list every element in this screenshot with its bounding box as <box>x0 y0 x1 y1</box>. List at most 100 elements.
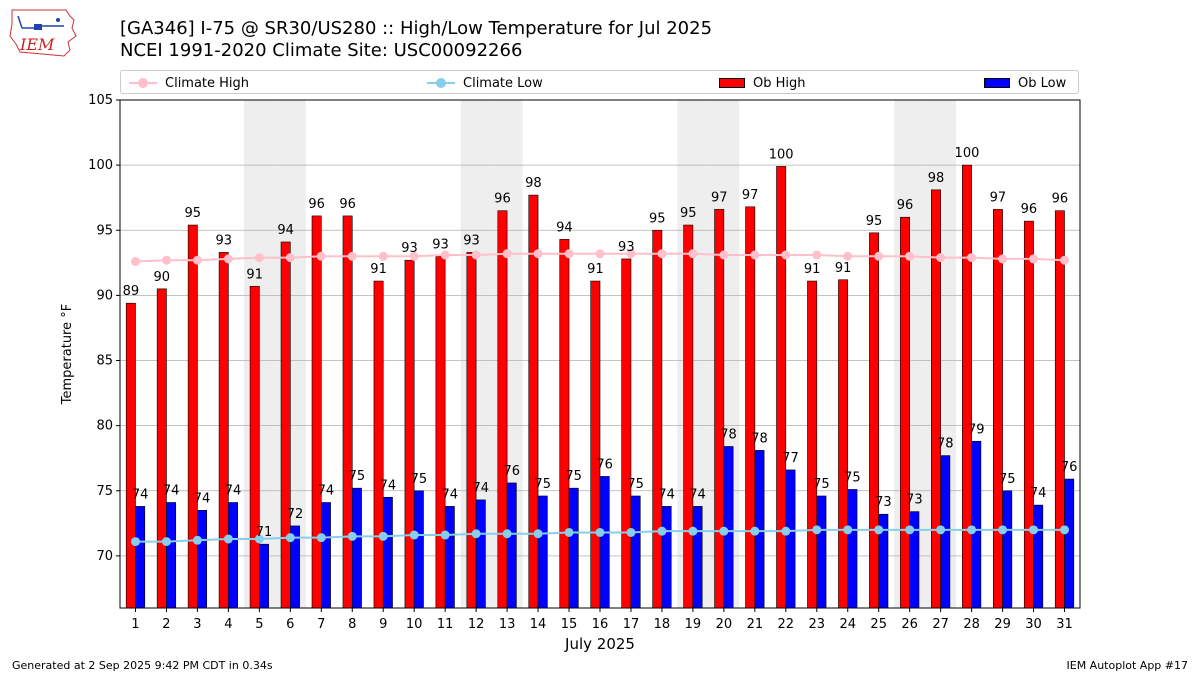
ob-high-bar <box>1054 210 1065 609</box>
ob-high-swatch <box>719 78 745 88</box>
title-line-1: [GA346] I-75 @ SR30/US280 :: High/Low Te… <box>120 18 713 39</box>
ob-high-bar <box>962 164 972 609</box>
ob-low-bar <box>1064 478 1075 609</box>
climate-high-point <box>502 249 512 259</box>
climate-low-point <box>502 529 512 539</box>
ob-low-bar <box>661 506 672 609</box>
climate-high-point <box>1029 254 1039 264</box>
climate-high-point <box>316 251 326 261</box>
climate-low-point <box>626 527 636 537</box>
x-tick-label: 17 <box>623 617 640 632</box>
ob-high-label: 96 <box>308 197 325 212</box>
x-tick-label: 16 <box>592 617 609 632</box>
ob-high-bar <box>497 210 508 609</box>
climate-low-point <box>316 533 326 543</box>
climate-low-point <box>223 534 233 544</box>
climate-high-point <box>285 253 295 263</box>
climate-high-point <box>409 251 419 261</box>
x-tick-label: 26 <box>901 617 918 632</box>
x-tick-label: 29 <box>994 617 1011 632</box>
ob-low-bar <box>351 487 362 609</box>
ob-high-bar <box>559 239 570 609</box>
ob-low-bar <box>1002 490 1013 609</box>
climate-high-point <box>688 249 698 259</box>
ob-high-label: 95 <box>680 206 697 221</box>
ob-high-bar <box>900 216 910 609</box>
footer-app: IEM Autoplot App #17 <box>1066 659 1189 672</box>
x-tick-label: 30 <box>1025 617 1042 632</box>
ob-high-label: 100 <box>769 147 794 162</box>
legend-climate-high: Climate High <box>129 74 249 92</box>
ob-high-label: 94 <box>277 223 294 238</box>
ob-low-bar <box>630 495 641 609</box>
climate-low-point <box>1029 525 1039 535</box>
ob-low-label: 75 <box>534 477 551 492</box>
ob-high-label: 93 <box>618 240 635 255</box>
svg-text:IEM: IEM <box>19 35 55 54</box>
ob-low-label: 75 <box>349 469 366 484</box>
x-tick-label: 8 <box>348 617 356 632</box>
y-tick-label: 100 <box>88 158 113 173</box>
ob-low-swatch <box>984 78 1010 88</box>
ob-low-label: 74 <box>1030 486 1047 501</box>
ob-high-label: 100 <box>955 146 980 161</box>
ob-high-bar <box>621 258 632 609</box>
ob-high-label: 91 <box>246 267 263 282</box>
climate-low-line-swatch <box>427 78 455 88</box>
climate-high-point <box>130 257 140 267</box>
climate-high-point <box>626 249 636 259</box>
climate-high-point <box>657 249 667 259</box>
legend-label-ob-high: Ob High <box>753 75 806 91</box>
climate-high-point <box>378 251 388 261</box>
ob-high-label: 95 <box>866 214 883 229</box>
x-tick-label: 12 <box>468 617 485 632</box>
climate-low-point <box>936 525 946 535</box>
x-tick-label: 9 <box>379 617 387 632</box>
climate-low-point <box>967 525 977 535</box>
climate-low-point <box>657 526 667 536</box>
climate-high-point <box>843 251 853 261</box>
footer-generated: Generated at 2 Sep 2025 9:42 PM CDT in 0… <box>12 659 273 672</box>
ob-high-bar <box>249 285 260 609</box>
ob-low-label: 75 <box>999 472 1016 487</box>
x-tick-label: 28 <box>963 617 980 632</box>
climate-low-point <box>533 529 543 539</box>
ob-high-label: 91 <box>587 262 604 277</box>
ob-low-label: 72 <box>287 507 304 522</box>
climate-high-point <box>1060 255 1070 265</box>
ob-high-bar <box>714 209 725 609</box>
ob-low-bar <box>382 496 393 609</box>
ob-high-bar <box>683 224 694 609</box>
ob-low-label: 74 <box>689 487 706 502</box>
ob-low-label: 73 <box>906 493 923 508</box>
climate-low-point <box>254 534 264 544</box>
x-tick-label: 24 <box>839 617 856 632</box>
ob-high-bar <box>1023 220 1034 609</box>
x-tick-label: 15 <box>561 617 578 632</box>
x-tick-label: 10 <box>406 617 423 632</box>
x-tick-label: 3 <box>193 617 201 632</box>
x-tick-label: 5 <box>255 617 263 632</box>
climate-low-point <box>688 526 698 536</box>
ob-high-label: 94 <box>556 220 573 235</box>
ob-low-label: 74 <box>163 483 180 498</box>
ob-low-label: 75 <box>411 472 428 487</box>
y-tick-label: 95 <box>96 223 113 238</box>
ob-high-label: 95 <box>185 206 202 221</box>
legend-ob-high: Ob High <box>719 74 806 92</box>
ob-high-label: 91 <box>835 261 852 276</box>
ob-high-label: 97 <box>990 190 1007 205</box>
climate-high-point <box>471 250 481 260</box>
climate-low-point <box>285 533 295 543</box>
ob-low-bar <box>971 440 982 609</box>
ob-low-bar <box>320 502 331 609</box>
climate-low-point <box>719 526 729 536</box>
ob-high-label: 93 <box>463 233 480 248</box>
climate-high-point <box>719 250 729 260</box>
x-tick-label: 23 <box>809 617 826 632</box>
ob-low-bar <box>197 510 208 609</box>
climate-high-point <box>936 253 946 263</box>
climate-high-point <box>750 250 760 260</box>
ob-high-label: 97 <box>742 188 759 203</box>
